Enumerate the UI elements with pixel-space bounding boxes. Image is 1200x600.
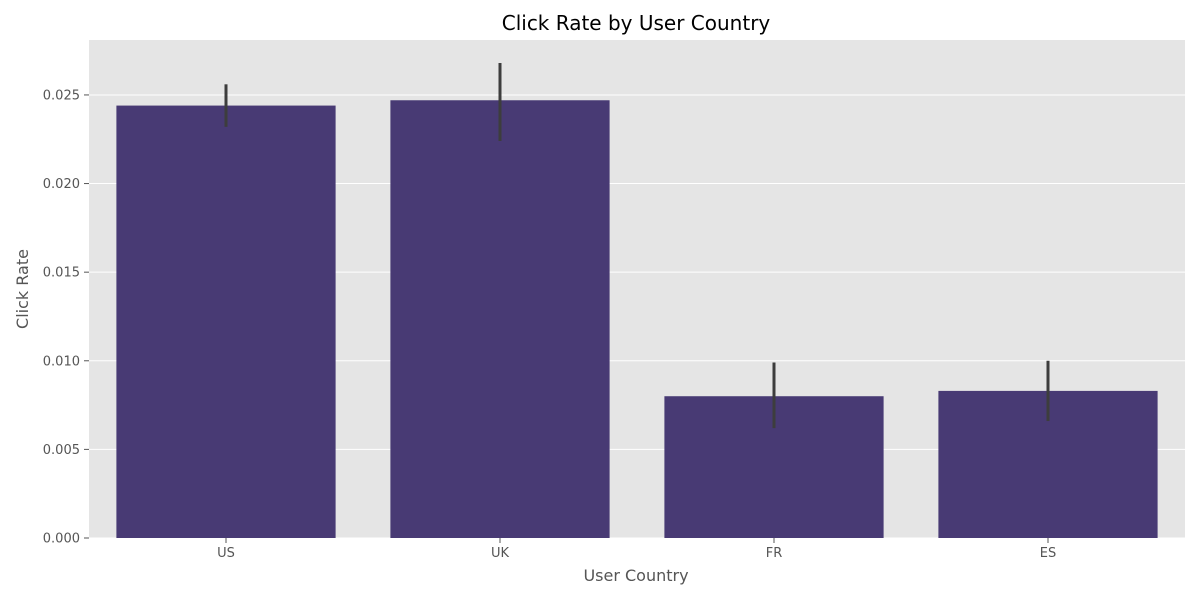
y-axis-ticks: 0.000 0.005 0.010 0.015 0.020 0.025 bbox=[43, 88, 89, 547]
y-tick-label: 0.015 bbox=[43, 266, 80, 281]
y-tick-label: 0.025 bbox=[43, 88, 80, 103]
bar-uk bbox=[390, 100, 610, 538]
chart-title: Click Rate by User Country bbox=[502, 11, 771, 35]
bar-us bbox=[116, 105, 336, 539]
y-tick-label: 0.000 bbox=[43, 532, 80, 547]
x-tick-label: ES bbox=[1040, 546, 1056, 561]
x-axis-ticks: US UK FR ES bbox=[217, 538, 1056, 561]
y-axis-label: Click Rate bbox=[13, 249, 32, 329]
error-bars bbox=[224, 63, 1050, 429]
bars bbox=[116, 100, 1158, 539]
y-tick-label: 0.010 bbox=[43, 354, 80, 369]
y-tick-label: 0.020 bbox=[43, 177, 80, 192]
x-tick-label: US bbox=[217, 546, 235, 561]
y-tick-label: 0.005 bbox=[43, 443, 80, 458]
x-axis-label: User Country bbox=[583, 566, 688, 585]
x-tick-label: FR bbox=[766, 546, 783, 561]
x-tick-label: UK bbox=[491, 546, 510, 561]
